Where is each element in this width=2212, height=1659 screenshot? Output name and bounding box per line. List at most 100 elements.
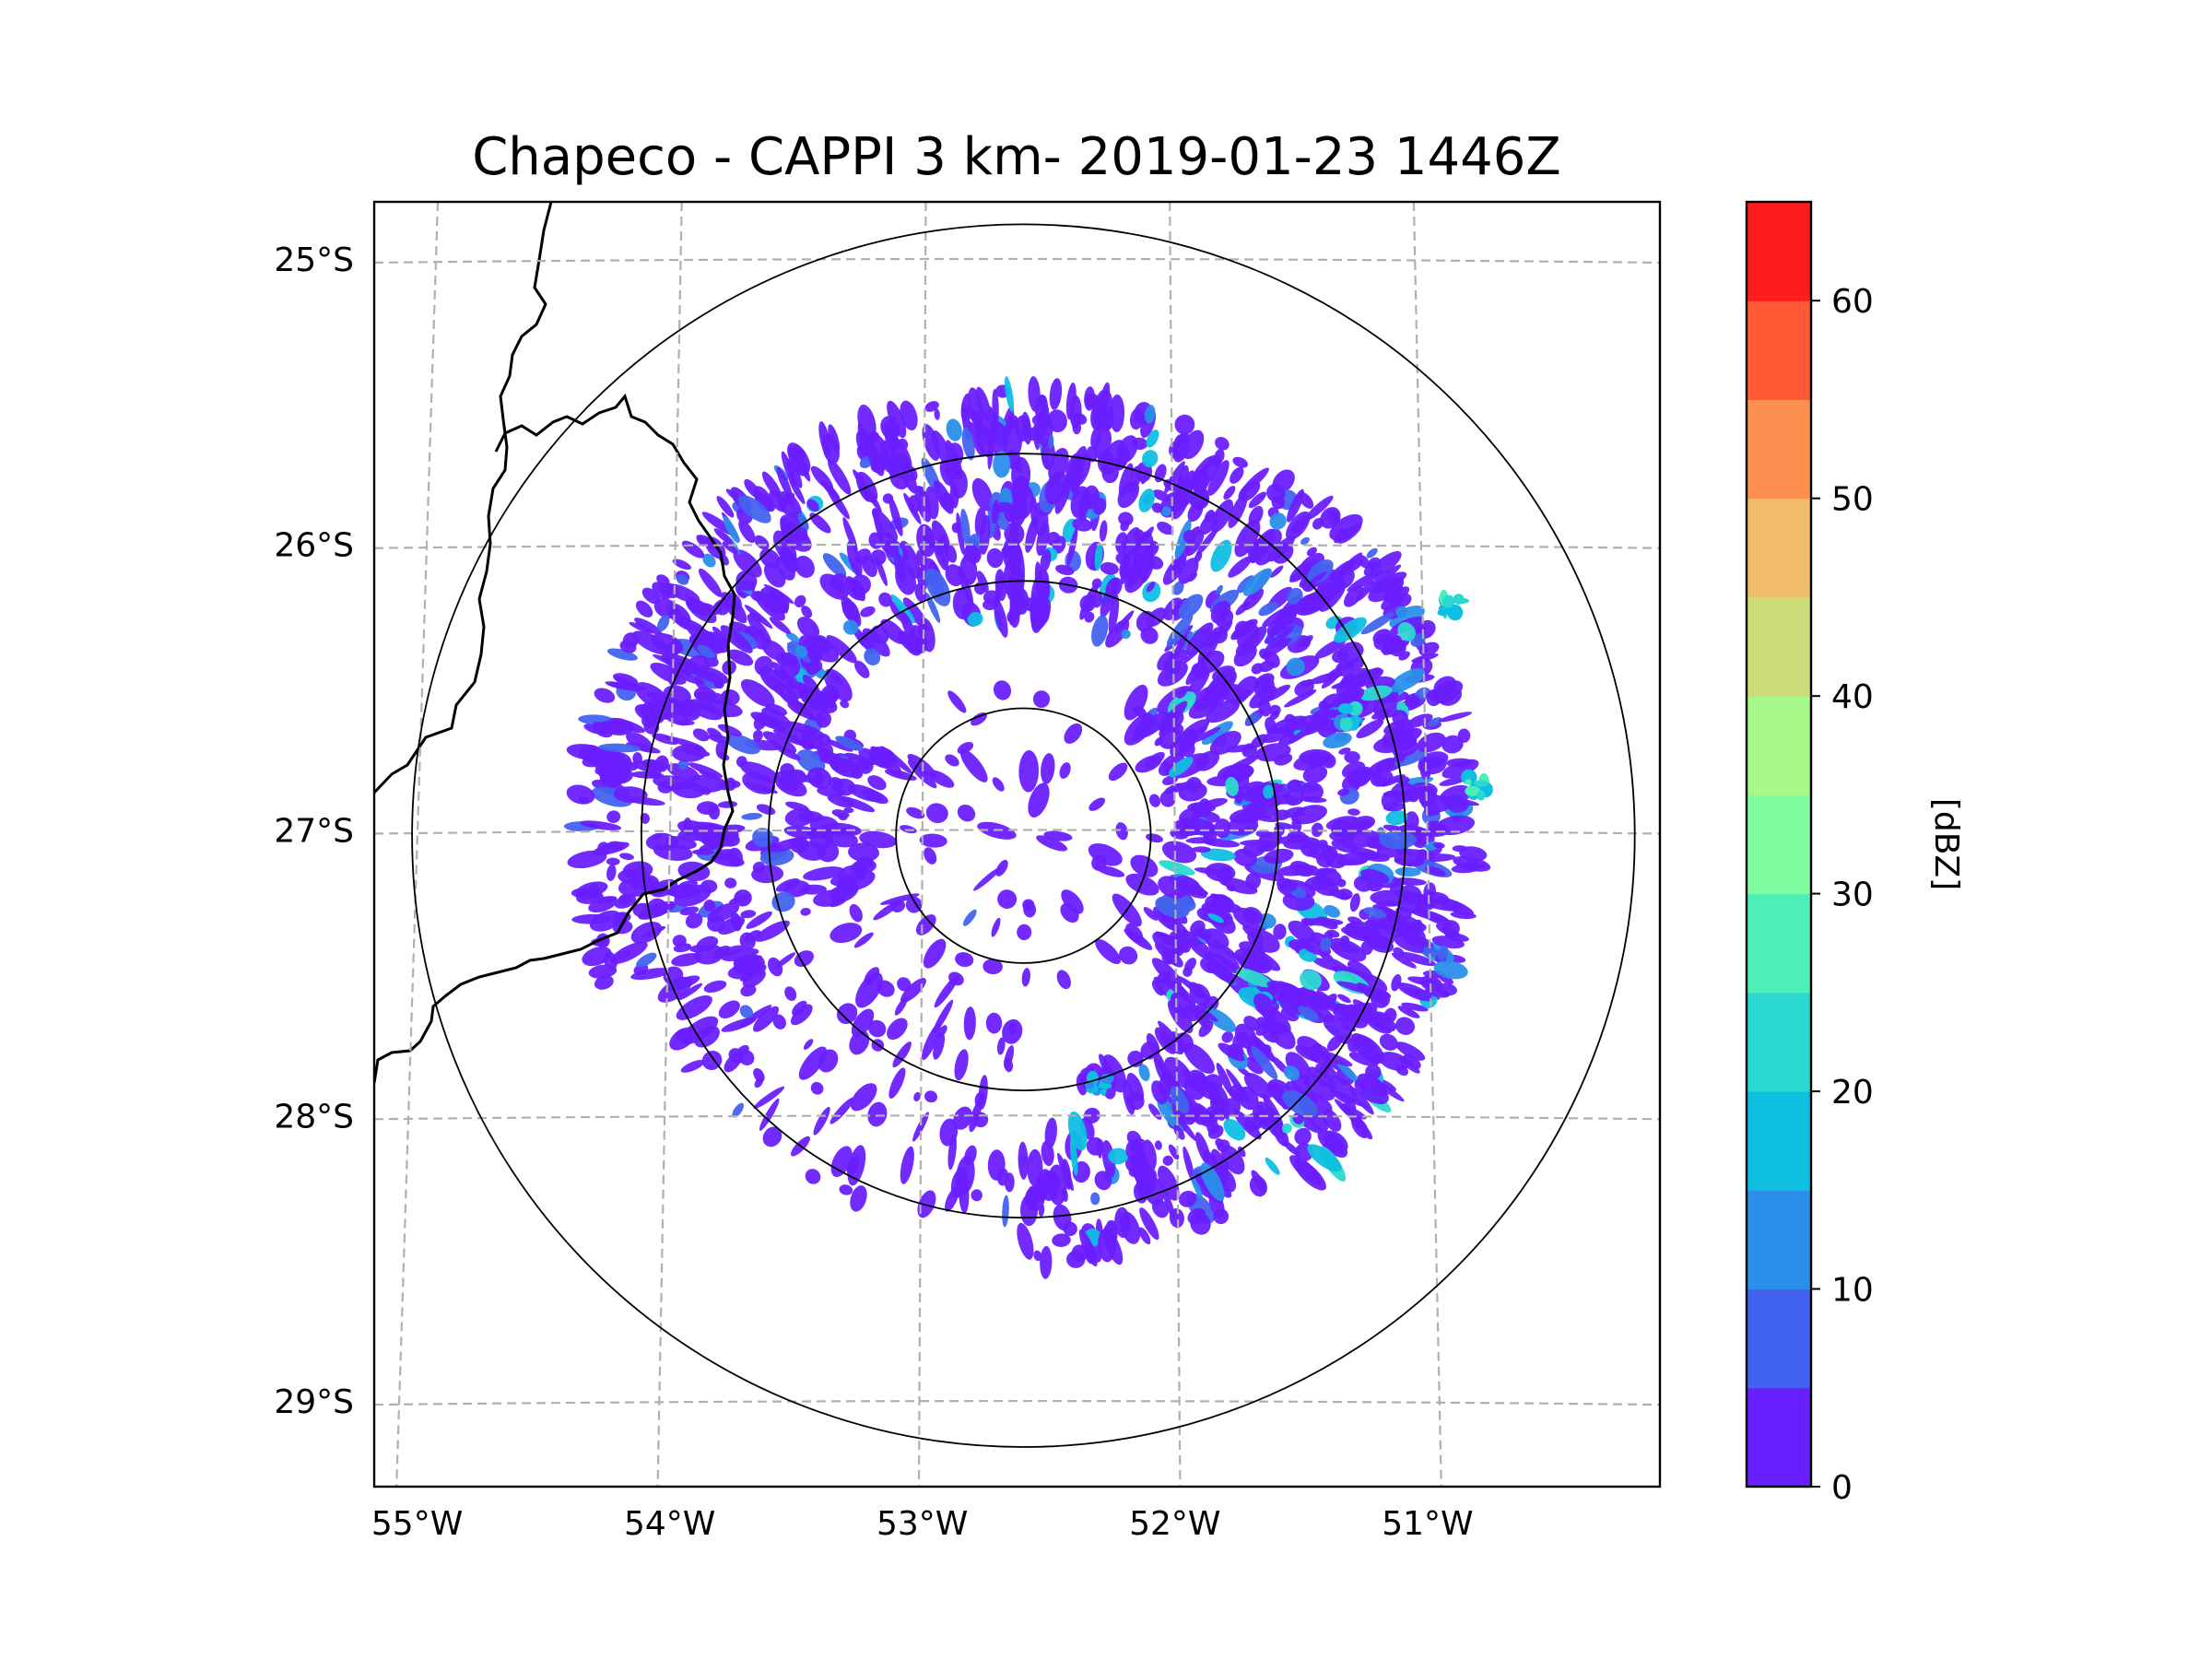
echo-cell (713, 528, 734, 545)
echo-cell (657, 976, 692, 1003)
echo-cell (794, 594, 806, 608)
echo-cell (1161, 506, 1171, 516)
echo-cell (657, 615, 670, 632)
echo-cell (1245, 872, 1262, 890)
colorbar-band (1747, 399, 1811, 500)
echo-cell (1394, 1017, 1416, 1035)
echo-cell (831, 809, 850, 818)
echo-cell (716, 496, 735, 518)
echo-cell (1274, 753, 1293, 766)
echo-cell (955, 952, 974, 968)
echo-cell (772, 1014, 786, 1030)
echo-cell (1424, 865, 1446, 877)
graticule (374, 202, 1660, 1487)
echo-cell (1290, 805, 1328, 825)
echo-cell (1144, 751, 1165, 769)
echo-cell (618, 894, 631, 905)
echo-cell (1302, 1073, 1335, 1101)
echo-cell (1300, 536, 1310, 546)
echo-cell (792, 458, 809, 477)
echo-cell (787, 701, 827, 722)
echo-cell (877, 749, 891, 768)
echo-cell (1304, 495, 1334, 521)
echo-cell (1251, 663, 1264, 675)
echo-cell (672, 559, 692, 571)
echo-cell (1159, 727, 1182, 749)
echo-hotspot (1085, 1081, 1095, 1089)
colorbar-band (1747, 498, 1811, 598)
echo-cell (1371, 564, 1402, 586)
echo-cell (754, 591, 785, 621)
echo-cell (924, 1090, 938, 1103)
echo-cell (784, 807, 815, 827)
echo-cell (1349, 893, 1360, 912)
x-tick-label: 51°W (1382, 1505, 1473, 1543)
echo-cell (1319, 951, 1334, 962)
echo-cell (1015, 453, 1022, 474)
echo-cell (1119, 946, 1138, 965)
echo-cell (987, 1149, 1006, 1181)
echo-cell (830, 1097, 854, 1124)
echo-cell (880, 416, 900, 440)
map-frame (372, 200, 1662, 1488)
echo-cell (1372, 629, 1392, 645)
y-tick-label: 25°S (274, 241, 354, 279)
echo-cell (816, 711, 832, 728)
echo-cell (764, 675, 799, 703)
colorbar-tick-label: 40 (1831, 678, 1874, 716)
echo-cell (1256, 1017, 1272, 1030)
colorbar-tick-label: 30 (1831, 877, 1874, 914)
echo-cell (1244, 1112, 1264, 1132)
echo-cell (1441, 735, 1464, 754)
echo-cell (1209, 730, 1241, 756)
echo-cell (711, 853, 745, 867)
echo-cell (1395, 1041, 1426, 1061)
y-axis-ticks: 25°S 26°S 27°S 28°S 29°S (274, 241, 354, 1421)
echo-cell (1371, 709, 1391, 720)
echo-cell (1270, 565, 1284, 578)
echo-cell (739, 1005, 754, 1019)
echo-cell (794, 555, 815, 578)
echo-cell (775, 745, 801, 761)
echo-cell (641, 587, 661, 605)
echo-cell (1234, 1023, 1258, 1050)
echo-cell (750, 712, 788, 731)
echo-cell (1394, 853, 1425, 867)
echo-cell (806, 499, 819, 512)
echo-cell (1433, 841, 1445, 849)
echo-cell (873, 508, 882, 535)
echo-cell (1190, 920, 1206, 936)
echo-cell (1283, 1065, 1300, 1081)
echo-cell (1265, 717, 1277, 735)
echo-cell (1336, 878, 1347, 888)
border-line-north (374, 202, 553, 794)
echo-cell (1168, 757, 1194, 778)
echo-cell (1282, 891, 1315, 912)
echo-cell (1040, 548, 1052, 572)
border-line-state (374, 393, 736, 1084)
echo-cell (1394, 866, 1421, 877)
echo-cell (788, 476, 806, 505)
echo-cell (1061, 889, 1084, 914)
echo-hotspot (1465, 785, 1480, 796)
x-tick-label: 55°W (371, 1505, 463, 1543)
echo-cell (703, 980, 727, 994)
echo-cell (990, 412, 997, 441)
echo-cell (986, 547, 1004, 569)
echo-cell (723, 515, 740, 544)
echo-cell (879, 893, 920, 905)
echo-cell (1143, 907, 1159, 921)
echo-cell (1350, 847, 1381, 860)
echo-cell (698, 568, 723, 597)
echo-cell (796, 749, 826, 773)
echo-cell (718, 1000, 740, 1019)
echo-cell (1056, 970, 1071, 990)
echo-cell (769, 617, 791, 634)
echo-cell (1369, 551, 1402, 578)
echo-cell (1433, 676, 1457, 697)
echo-cell (1322, 753, 1336, 769)
echo-cell (1049, 378, 1063, 410)
echo-cell (1288, 569, 1310, 582)
echo-cell (1285, 1052, 1311, 1080)
echo-cell (677, 982, 703, 1001)
